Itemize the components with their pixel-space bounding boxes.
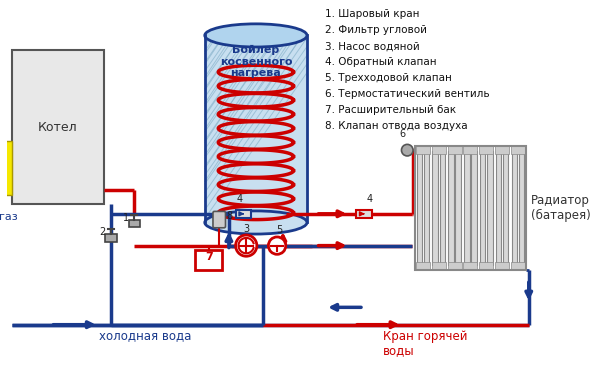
Text: 6. Термостатический вентиль: 6. Термостатический вентиль [325,89,490,99]
Text: Бойлер
косвенного
нагрева: Бойлер косвенного нагрева [220,45,292,78]
Bar [479,146,493,154]
Text: 4: 4 [236,194,243,204]
Text: 5. Трехходовой клапан: 5. Трехходовой клапан [325,73,452,83]
Bar [512,151,517,265]
Bar [12,50,104,204]
Bar [106,234,117,242]
Bar [128,220,140,227]
Text: 7. Расширительный бак: 7. Расширительный бак [325,105,457,115]
Text: 1. Шаровый кран: 1. Шаровый кран [325,9,420,19]
Bar [448,262,461,270]
Bar [479,262,493,270]
Text: 6: 6 [400,129,406,139]
Text: 7: 7 [205,252,212,262]
Text: 5: 5 [276,225,282,235]
Bar [440,151,445,265]
Bar [487,151,493,265]
Bar [519,151,524,265]
Text: Кран горячей
воды: Кран горячей воды [383,329,467,358]
Bar [463,262,478,270]
Text: 2: 2 [100,227,106,237]
Bar [471,151,477,265]
Bar [455,151,461,265]
Bar [448,146,461,154]
Text: 2. Фильтр угловой: 2. Фильтр угловой [325,25,427,35]
Bar [205,35,307,223]
Circle shape [401,144,413,156]
Bar [511,146,525,154]
Text: холодная вода: холодная вода [99,329,191,342]
Text: Радиатор
(батарея): Радиатор (батарея) [530,194,590,222]
Bar [4,141,12,194]
Circle shape [268,237,286,254]
Text: Котел: Котел [38,121,77,134]
Bar [448,151,454,265]
Bar [195,250,222,270]
Text: 8: 8 [226,211,232,221]
Bar [511,262,525,270]
Bar [463,146,478,154]
Text: 4: 4 [367,194,373,204]
Text: 1: 1 [123,213,129,223]
Bar [433,151,438,265]
Bar [416,151,422,265]
Bar [464,151,470,265]
Bar [432,262,446,270]
Text: 8. Клапан отвода воздуха: 8. Клапан отвода воздуха [325,121,468,131]
Text: 3. Насос водяной: 3. Насос водяной [325,41,420,51]
FancyBboxPatch shape [213,211,226,228]
Ellipse shape [205,24,307,47]
Bar [356,210,371,218]
Bar [416,146,430,154]
Bar [495,262,509,270]
Text: 4. Обратный клапан: 4. Обратный клапан [325,57,437,67]
Bar [416,262,430,270]
Text: газ: газ [0,212,17,222]
Bar [496,151,502,265]
Bar [503,151,508,265]
Bar [480,151,485,265]
Bar [495,146,509,154]
Ellipse shape [205,211,307,234]
Bar [236,210,251,218]
Text: 3: 3 [243,224,249,234]
Circle shape [236,235,257,256]
Bar [424,151,429,265]
Bar [432,146,446,154]
Bar [415,146,526,270]
